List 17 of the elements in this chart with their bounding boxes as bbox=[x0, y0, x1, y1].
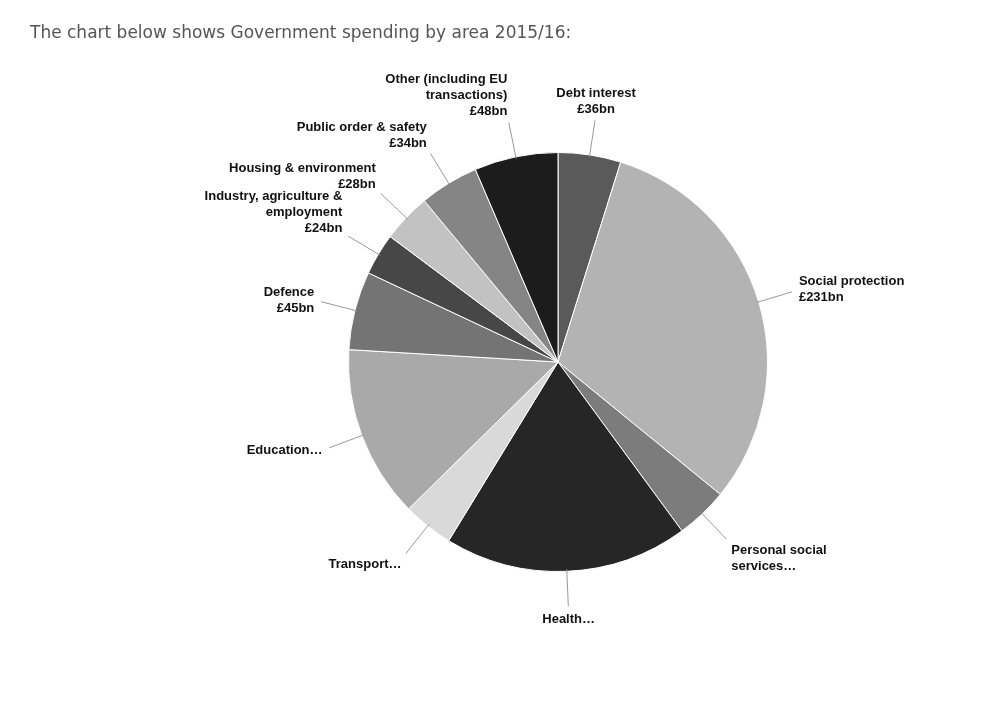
slice-label: Debt interest bbox=[556, 84, 637, 100]
slice-label: Personal social services… bbox=[731, 541, 827, 573]
slice-label: Social protection bbox=[798, 273, 905, 289]
slice-label: Other (including EU transactions) bbox=[385, 71, 508, 103]
data-label: £231bn bbox=[798, 289, 844, 305]
slice-label: Defence bbox=[263, 283, 315, 299]
data-label: £36bn bbox=[577, 100, 615, 116]
slice-label: Transport… bbox=[328, 556, 402, 572]
chart-title: The chart below shows Government spending by area 2015/16: bbox=[29, 21, 573, 42]
data-label: £24bn bbox=[304, 220, 343, 236]
slice-label: Education… bbox=[246, 441, 323, 457]
slice-label: Housing & environment bbox=[229, 160, 377, 176]
data-label: £34bn bbox=[389, 135, 427, 151]
data-label: £48bn bbox=[469, 103, 508, 119]
data-label: £45bn bbox=[276, 299, 315, 315]
slice-label: Health… bbox=[542, 610, 595, 626]
slice-label: Public order & safety bbox=[296, 119, 428, 135]
